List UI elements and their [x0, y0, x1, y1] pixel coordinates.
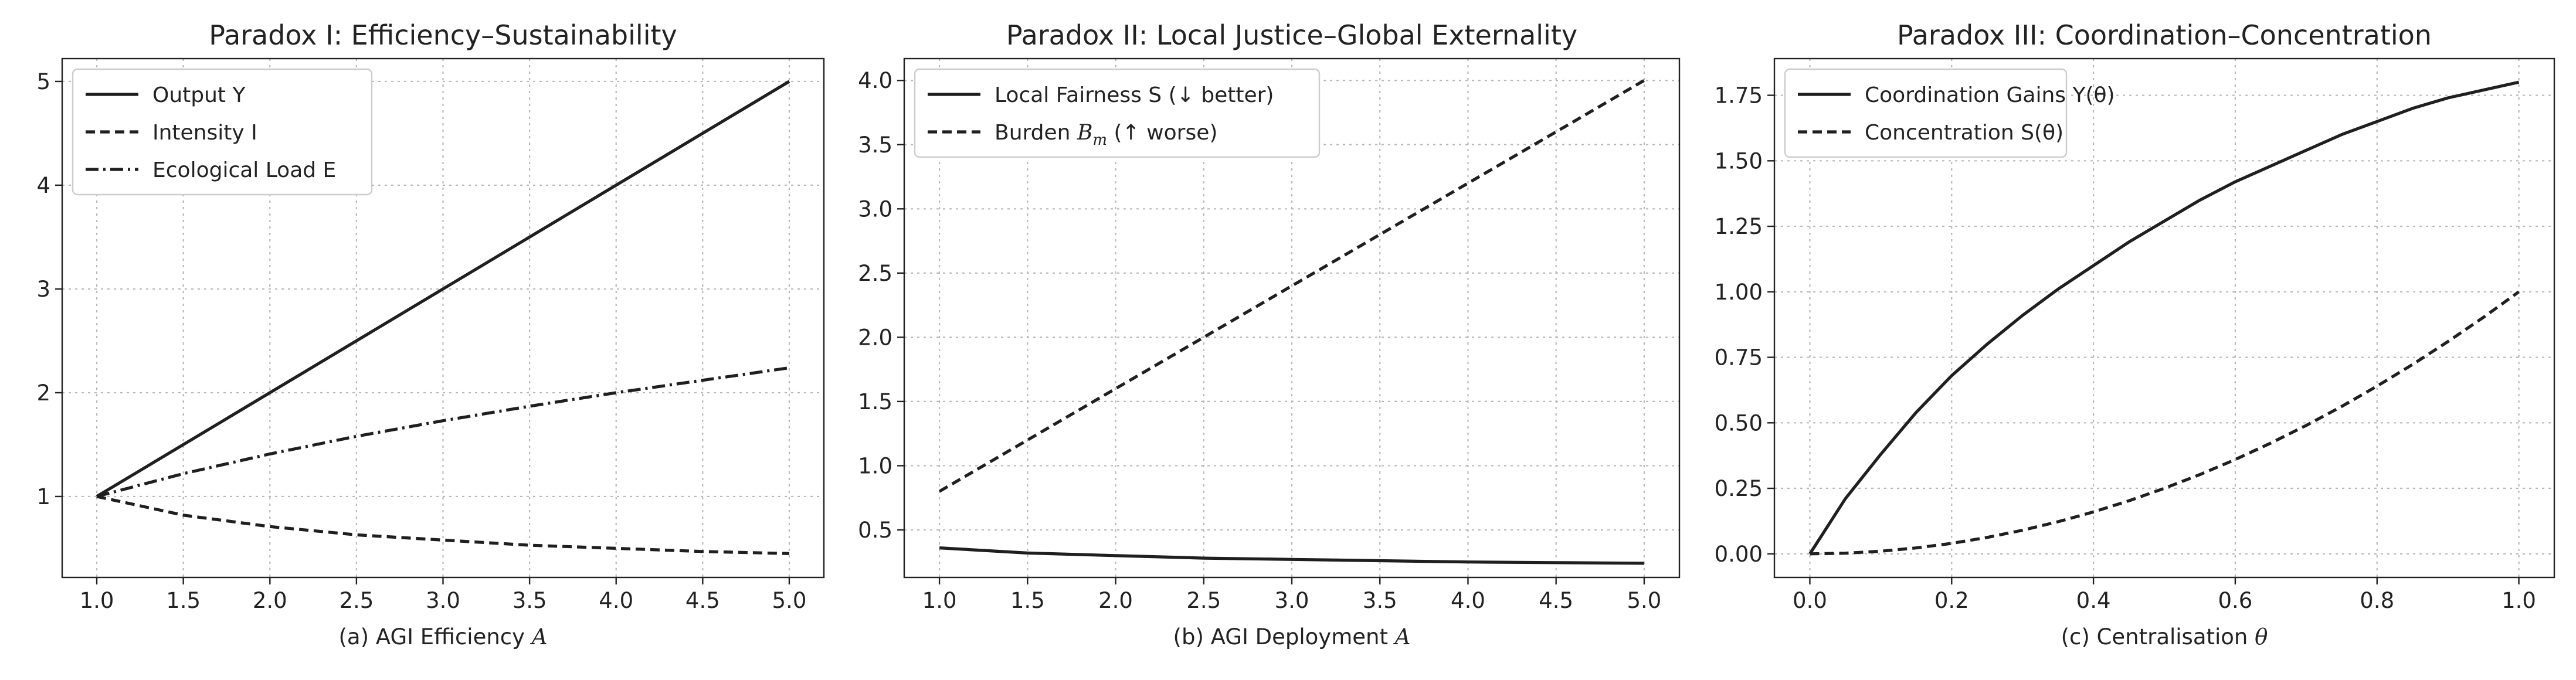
x-tick-label: 3.0: [426, 588, 460, 613]
x-tick-label: 0.2: [1934, 588, 1969, 613]
x-tick-label: 2.0: [253, 588, 287, 613]
y-tick-label: 1: [36, 484, 50, 509]
plot-frame: [1773, 57, 2555, 579]
legend-label: Coordination Gains Y(θ): [1865, 83, 2115, 107]
legend-label: Output Y: [152, 83, 246, 107]
x-axis-symbol: θ: [2255, 624, 2268, 650]
x-axis-label: (c) Centralisation θ: [2061, 624, 2268, 650]
legend: Output Y Intensity I Ecological Load E: [72, 68, 373, 196]
legend-label: Concentration S(θ): [1865, 121, 2063, 145]
y-tick-label: 1.00: [1715, 280, 1763, 305]
y-tick-label: 3.5: [858, 132, 892, 158]
x-tick-label: 1.0: [2502, 588, 2536, 613]
y-tick-label: 0.25: [1715, 476, 1763, 501]
plot-frame: [61, 57, 825, 579]
x-tick-label: 1.5: [1010, 588, 1045, 613]
x-tick-label: 2.5: [1186, 588, 1221, 613]
series-line-2: [96, 495, 790, 555]
legend-box: [1784, 68, 2068, 158]
x-tick-label: 0.0: [1793, 588, 1827, 613]
x-tick-label: 5.0: [1627, 588, 1661, 613]
y-tick-label: 2.5: [858, 261, 892, 286]
series-line-1: [96, 80, 790, 498]
subplot-1: 1.0 1.5 2.0 2.5 3.0 3.5 4.0 4.5 5.0 1 2 3 4 5 Paradox …: [36, 19, 825, 650]
x-axis-label: (b) AGI Deployment A: [1173, 624, 1411, 650]
x-tick-label: 5.0: [772, 588, 807, 613]
legend-label: Burden Bm (↑ worse): [995, 121, 1217, 149]
x-tick-label: 3.0: [1275, 588, 1309, 613]
legend-label: Ecological Load E: [152, 158, 336, 182]
y-tick-label: 3.0: [858, 196, 892, 222]
chart-title: Paradox II: Local Justice–Global Externa…: [1006, 19, 1577, 51]
y-tick-label: 0.50: [1715, 410, 1763, 436]
x-tick-label: 4.0: [599, 588, 633, 613]
legend-box: [72, 68, 373, 196]
y-tick-label: 1.5: [858, 389, 892, 414]
subplot-2: 1.0 1.5 2.0 2.5 3.0 3.5 4.0 4.5 5.0 0.5 1.0 1.5 2.0 2…: [858, 19, 1681, 650]
y-tick-label: 4.0: [858, 68, 892, 93]
x-tick-label: 2.0: [1098, 588, 1133, 613]
y-tick-label: 5: [36, 69, 50, 94]
x-axis-symbol: A: [530, 624, 548, 650]
y-tick-label: 2.0: [858, 325, 892, 350]
legend-box: [914, 68, 1321, 158]
series-line-1: [939, 546, 1644, 565]
x-tick-label: 3.5: [513, 588, 547, 613]
plot-frame: [903, 57, 1681, 579]
x-tick-label: 4.5: [685, 588, 720, 613]
y-tick-label: 1.0: [858, 453, 892, 478]
x-tick-label: 0.8: [2360, 588, 2394, 613]
x-tick-label: 2.5: [339, 588, 374, 613]
legend-label: Local Fairness S (↓ better): [995, 83, 1274, 107]
series-line-1: [1808, 80, 2520, 555]
series-line-2: [1810, 290, 2520, 556]
x-tick-label: 4.0: [1451, 588, 1485, 613]
y-tick-label: 0.75: [1715, 345, 1763, 370]
y-tick-label: 1.50: [1715, 148, 1763, 174]
x-tick-label: 3.5: [1363, 588, 1397, 613]
y-tick-label: 0.00: [1715, 542, 1763, 567]
x-tick-label: 1.0: [922, 588, 957, 613]
y-tick-label: 3: [36, 277, 50, 302]
chart-title: Paradox III: Coordination–Concentration: [1897, 19, 2432, 51]
y-tick-label: 4: [36, 173, 50, 198]
x-axis-label-text: (c) Centralisation: [2061, 624, 2255, 650]
series-line-2: [938, 79, 1645, 493]
legend: Local Fairness S (↓ better) Burden Bm (↑ …: [914, 68, 1321, 158]
x-tick-label: 0.6: [2218, 588, 2252, 613]
y-tick-label: 1.25: [1715, 214, 1763, 239]
x-axis-label-text: (b) AGI Deployment: [1173, 624, 1395, 650]
legend-label: Intensity I: [152, 121, 257, 145]
x-tick-label: 1.5: [166, 588, 201, 613]
x-tick-label: 1.0: [80, 588, 114, 613]
y-tick-label: 0.5: [858, 518, 892, 543]
y-tick-label: 1.75: [1715, 83, 1763, 108]
y-tick-label: 2: [36, 380, 50, 406]
chart-title: Paradox I: Efficiency–Sustainability: [209, 19, 677, 51]
series-line-3: [96, 366, 790, 498]
x-axis-label-text: (a) AGI Efficiency: [338, 624, 531, 650]
x-axis-symbol: A: [1393, 624, 1411, 650]
x-tick-label: 4.5: [1539, 588, 1573, 613]
subplot-3: 0.0 0.2 0.4 0.6 0.8 1.0 0.00 0.25 0.50 0.75 1.00 1.…: [1715, 19, 2555, 650]
legend: Coordination Gains Y(θ) Concentration S(θ…: [1784, 68, 2115, 158]
x-axis-label: (a) AGI Efficiency A: [338, 624, 547, 650]
x-tick-label: 0.4: [2076, 588, 2111, 613]
